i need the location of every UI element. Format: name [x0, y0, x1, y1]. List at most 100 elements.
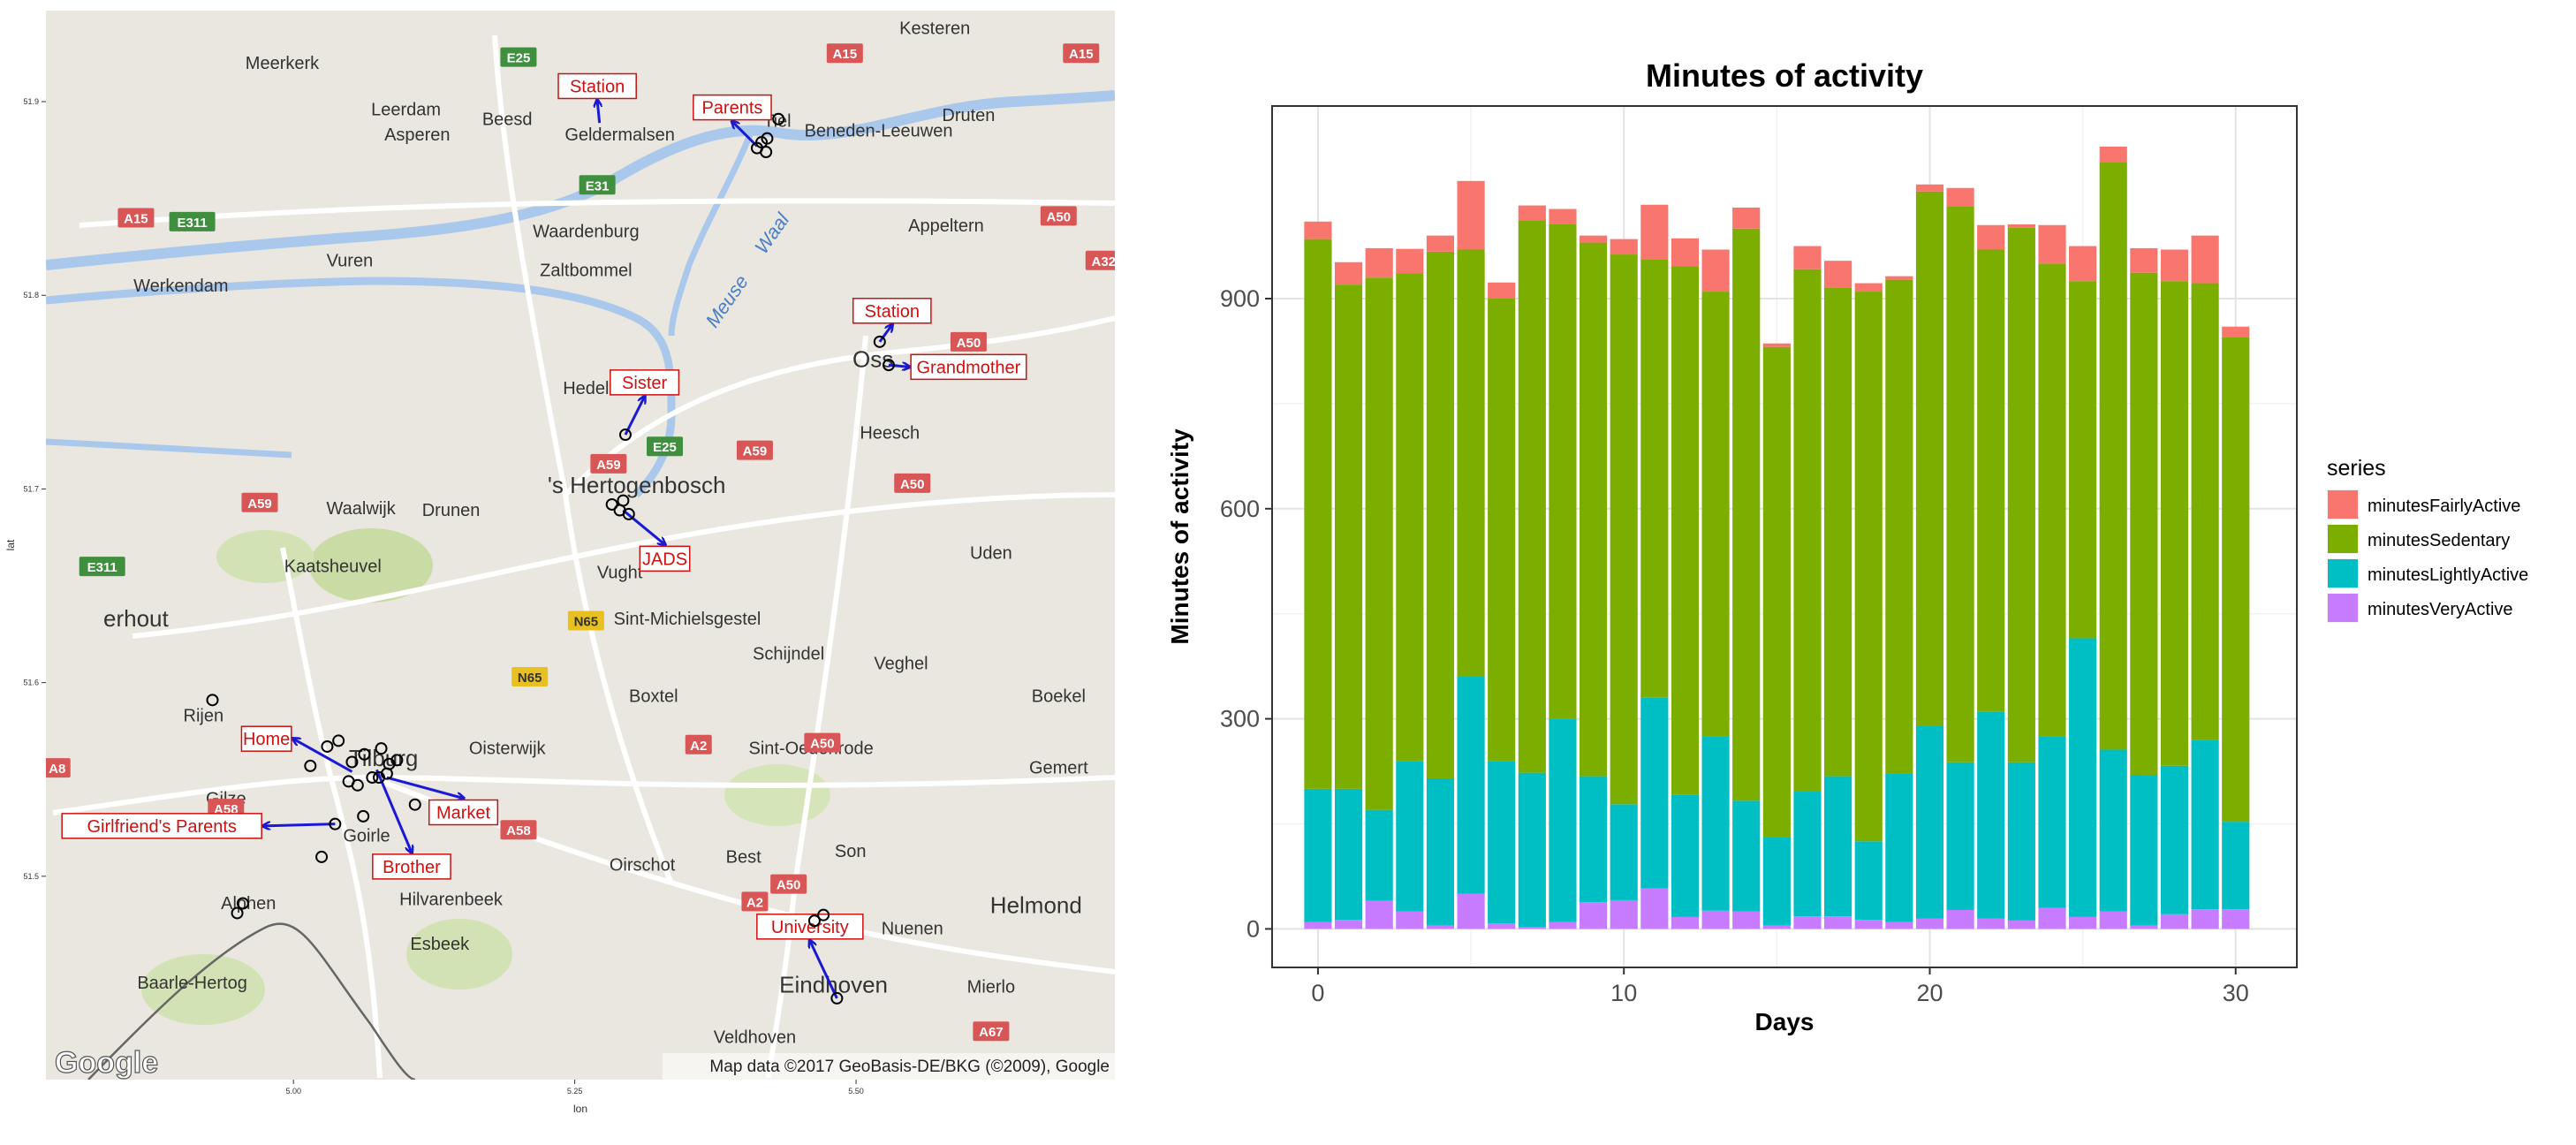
gps-point [772, 112, 785, 125]
bar-segment-minutesSedentary [2007, 227, 2035, 762]
road [563, 315, 1115, 497]
place-name: Vuren [327, 251, 374, 270]
gps-point [332, 734, 345, 747]
place-name: Druten [942, 106, 995, 125]
bar-segment-minutesVeryActive [1732, 911, 1761, 929]
road-shield [500, 47, 537, 67]
bar-segment-minutesFairlyActive [1671, 238, 1700, 267]
bar-segment-minutesSedentary [1610, 254, 1638, 805]
y-tick-label: 900 [1220, 285, 1260, 312]
bar-segment-minutesFairlyActive [2007, 224, 2035, 228]
road-shield-label: E311 [87, 560, 117, 575]
bar-segment-minutesVeryActive [2222, 909, 2250, 929]
chart-title: Minutes of activity [1646, 57, 1923, 94]
bar-segment-minutesFairlyActive [1824, 261, 1852, 288]
location-label: Market [436, 804, 491, 823]
bar-segment-minutesFairlyActive [1640, 204, 1669, 260]
road-shield-label: A59 [596, 458, 621, 473]
legend-swatch [2328, 559, 2358, 588]
place-name: Leerdam [371, 100, 441, 119]
place-name: Boekel [1032, 687, 1086, 707]
legend-label: minutesLightlyActive [2368, 565, 2528, 585]
x-tick-label: 5.50 [848, 1087, 864, 1096]
bar-segment-minutesSedentary [1915, 191, 1944, 726]
bar-segment-minutesFairlyActive [1334, 262, 1363, 285]
bar-segment-minutesSedentary [1334, 284, 1363, 789]
gps-point [617, 494, 630, 507]
gps-point [345, 755, 359, 769]
bar-segment-minutesSedentary [1304, 239, 1332, 789]
bar-segment-minutesVeryActive [1549, 921, 1577, 929]
road [52, 774, 1115, 815]
place-name: Vught [597, 563, 643, 582]
bar-segment-minutesLightlyActive [1304, 788, 1332, 922]
road-shield [741, 891, 769, 912]
location-label: JADS [642, 550, 687, 569]
road-shield-label: A50 [900, 477, 925, 492]
bar-segment-minutesFairlyActive [1426, 235, 1455, 252]
bar-segment-minutesVeryActive [1640, 888, 1669, 929]
bar-segment-minutesFairlyActive [1580, 235, 1608, 243]
location-label-box [852, 298, 932, 324]
bar-segment-minutesLightlyActive [1701, 736, 1730, 911]
bar-segment-minutesSedentary [1426, 251, 1455, 778]
gps-point [761, 132, 774, 145]
map-x-axis-label: lon [573, 1103, 587, 1115]
location-label-box [910, 353, 1027, 381]
road-shield [770, 874, 807, 894]
bar-segment-minutesSedentary [1549, 224, 1577, 719]
location-arrow [732, 122, 759, 148]
bar-segment-minutesFairlyActive [1365, 247, 1393, 278]
bar-segment-minutesFairlyActive [1732, 207, 1761, 229]
bar-segment-minutesLightlyActive [2160, 765, 2189, 914]
place-name: Werkendam [133, 277, 228, 296]
legend: series minutesFairlyActive minutesSedentar… [2327, 456, 2528, 623]
road-shield-label: A50 [810, 737, 835, 752]
location-label: Station [865, 302, 920, 322]
river-waal [46, 90, 1115, 270]
bar-segment-minutesLightlyActive [1977, 711, 2005, 919]
gps-point [373, 771, 386, 785]
road-shield [826, 43, 863, 64]
forest-area [406, 919, 512, 990]
place-name: Waardenburg [533, 222, 639, 241]
road-shield-label: A50 [777, 878, 801, 893]
gps-point [375, 742, 388, 755]
map-background [46, 11, 1115, 1080]
road-shield [500, 820, 537, 840]
bar-segment-minutesFairlyActive [1488, 282, 1516, 299]
road-shield [169, 211, 216, 231]
road [766, 335, 868, 1079]
x-tick-label: 30 [2223, 980, 2249, 1006]
bar-segment-minutesVeryActive [1518, 927, 1546, 929]
bar-segment-minutesLightlyActive [1915, 725, 1944, 919]
place-name: Best [726, 847, 761, 867]
location-arrow [386, 776, 464, 798]
bar-segment-minutesVeryActive [1580, 902, 1608, 929]
map-y-axis-label: lat [4, 539, 17, 550]
location-label: Parents [701, 99, 762, 118]
road-shield-label: N65 [574, 614, 599, 629]
road-shield-label: A67 [979, 1025, 1004, 1040]
road-shield-label: A15 [833, 47, 858, 62]
gps-point [605, 497, 618, 511]
bar-segment-minutesLightlyActive [1885, 773, 1913, 922]
river-maas [668, 131, 754, 337]
bar-segment-minutesVeryActive [1824, 916, 1852, 929]
legend-swatch [2328, 525, 2358, 553]
location-label: Home [243, 730, 290, 749]
location-label: Girlfriend's Parents [87, 817, 236, 837]
x-tick-label: 20 [1916, 980, 1943, 1006]
bar-segment-minutesVeryActive [1946, 910, 1974, 929]
bar-segment-minutesSedentary [1732, 228, 1761, 801]
place-name: Drunen [422, 501, 481, 520]
bar-segment-minutesLightlyActive [1580, 776, 1608, 903]
gps-point [390, 754, 404, 767]
bar-segment-minutesSedentary [1640, 259, 1669, 698]
bar-segment-minutesFairlyActive [1610, 239, 1638, 255]
bar-segment-minutesVeryActive [1488, 923, 1516, 929]
place-name: Meerkerk [246, 54, 320, 73]
place-name: Boxtel [629, 687, 678, 707]
road-shield-label: A32 [1091, 254, 1116, 269]
legend-label: minutesSedentary [2368, 531, 2510, 550]
